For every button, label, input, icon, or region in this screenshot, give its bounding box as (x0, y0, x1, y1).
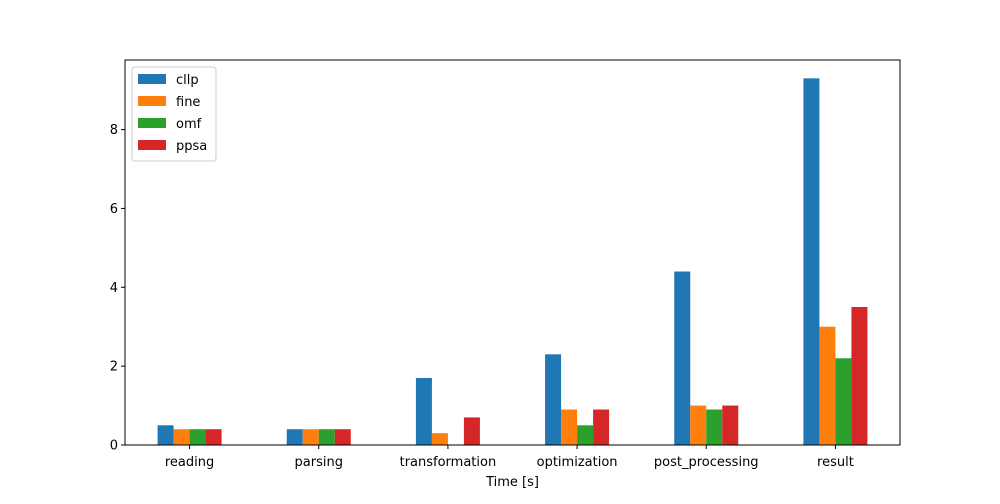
legend-label-ppsa: ppsa (176, 139, 207, 154)
bar-fine-optimization (561, 409, 578, 445)
y-tick-label: 2 (110, 360, 118, 375)
bar-fine-post_processing (690, 405, 707, 445)
plot-frame (124, 59, 901, 446)
legend-swatch-ppsa (138, 140, 166, 150)
series-ppsa (205, 307, 868, 445)
y-tick-label: 4 (110, 281, 118, 296)
x-tick-label: result (817, 455, 854, 470)
bar-cllp-reading (157, 425, 174, 445)
legend-label-fine: fine (176, 95, 200, 110)
bar-ppsa-result (851, 307, 868, 445)
bar-ppsa-transformation (463, 417, 480, 445)
bar-cllp-parsing (286, 429, 303, 445)
bar-ppsa-post_processing (722, 405, 739, 445)
y-tick-label: 8 (110, 123, 118, 138)
legend-swatch-fine (138, 96, 166, 106)
bar-fine-result (819, 326, 836, 445)
bar-ppsa-optimization (593, 409, 610, 445)
legend-box (131, 66, 217, 162)
bar-omf-parsing (318, 429, 335, 445)
bar-fine-reading (173, 429, 190, 445)
bar-omf-optimization (577, 425, 594, 445)
x-tick-label: transformation (400, 455, 497, 470)
legend-label-cllp: cllp (176, 73, 199, 88)
x-tick-label: reading (165, 455, 214, 470)
bar-cllp-optimization (545, 354, 562, 445)
x-tick-label: parsing (295, 455, 343, 470)
legend: cllp fine omf ppsa (131, 66, 217, 162)
bar-omf-result (835, 358, 852, 445)
series-cllp (157, 78, 820, 445)
bar-fine-parsing (302, 429, 319, 445)
bar-ppsa-reading (205, 429, 222, 445)
x-tick-label: post_processing (654, 455, 759, 470)
y-tick-label: 0 (110, 439, 118, 454)
bar-fine-transformation (431, 433, 448, 445)
legend-swatch-omf (138, 118, 166, 128)
bars-layer (157, 78, 868, 445)
bar-cllp-transformation (415, 377, 432, 445)
bar-cllp-post_processing (674, 271, 691, 445)
legend-label-omf: omf (176, 117, 202, 132)
axes-layer: reading parsing transformation optimization… (110, 123, 854, 470)
bar-ppsa-parsing (334, 429, 351, 445)
x-axis-label: Time [s] (485, 475, 539, 490)
series-fine (173, 326, 836, 445)
legend-swatch-cllp (138, 74, 166, 84)
bar-omf-reading (189, 429, 206, 445)
series-omf (189, 358, 852, 445)
x-tick-label: optimization (537, 455, 618, 470)
bar-omf-post_processing (706, 409, 723, 445)
y-tick-label: 6 (110, 202, 118, 217)
bar-cllp-result (803, 78, 820, 445)
